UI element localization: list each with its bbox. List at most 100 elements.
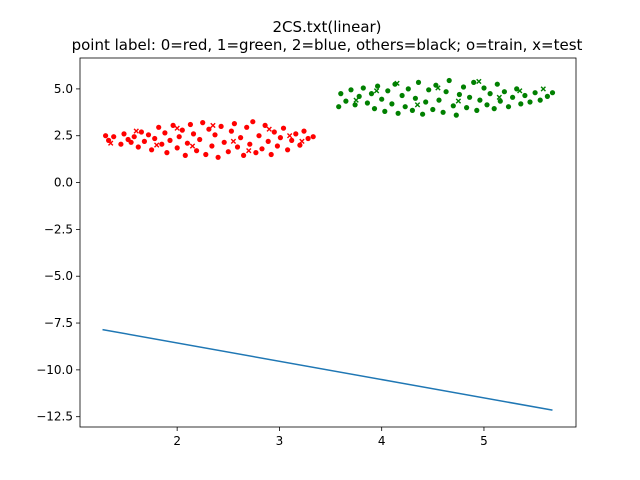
test-point-class-0 <box>174 125 180 131</box>
test-point-class-0 <box>230 138 237 145</box>
train-point-class-0 <box>297 142 303 148</box>
train-point-class-1 <box>549 90 556 96</box>
train-point-class-1 <box>464 105 470 111</box>
train-point-class-0 <box>131 134 137 140</box>
train-point-class-1 <box>501 89 507 95</box>
train-point-class-0 <box>167 137 173 143</box>
train-point-class-1 <box>352 102 358 108</box>
train-point-class-0 <box>145 132 152 138</box>
train-point-class-1 <box>456 91 462 98</box>
train-point-class-1 <box>460 84 467 90</box>
train-point-class-0 <box>206 126 212 132</box>
train-point-class-0 <box>203 151 209 158</box>
test-point-class-0 <box>246 148 252 154</box>
y-tick-label: 5.0 <box>54 82 73 96</box>
test-point-class-0 <box>286 133 293 139</box>
x-tick-label: 3 <box>276 434 284 448</box>
y-tick-label: −7.5 <box>44 316 73 330</box>
y-tick-label: 2.5 <box>54 129 73 143</box>
train-point-class-0 <box>141 138 147 144</box>
train-point-class-1 <box>453 112 459 118</box>
train-point-class-1 <box>471 79 477 85</box>
train-point-class-1 <box>382 108 388 114</box>
train-point-class-1 <box>505 104 512 110</box>
test-point-class-1 <box>540 86 546 92</box>
test-point-class-0 <box>154 142 160 148</box>
train-point-class-1 <box>364 100 370 106</box>
test-point-class-1 <box>353 97 359 103</box>
test-point-class-1 <box>476 78 482 85</box>
train-point-class-1 <box>537 97 543 103</box>
train-point-class-1 <box>544 93 551 99</box>
train-point-class-0 <box>268 151 274 158</box>
train-point-class-0 <box>164 150 170 156</box>
train-point-class-0 <box>184 140 190 146</box>
train-point-class-0 <box>197 136 203 143</box>
test-point-class-0 <box>299 138 305 145</box>
train-point-class-1 <box>409 107 415 113</box>
plot-area <box>102 77 556 411</box>
train-point-class-1 <box>336 104 342 110</box>
train-point-class-1 <box>338 91 344 97</box>
x-tick-label: 5 <box>480 434 488 448</box>
train-point-class-0 <box>225 149 231 155</box>
train-point-class-1 <box>399 92 405 99</box>
train-point-class-1 <box>420 111 426 117</box>
train-point-class-1 <box>481 85 487 91</box>
train-point-class-0 <box>262 122 268 128</box>
chart-subtitle: point label: 0=red, 1=green, 2=blue, oth… <box>72 36 583 54</box>
train-point-class-0 <box>274 143 280 149</box>
train-point-class-1 <box>443 89 449 95</box>
y-tick-label: 0.0 <box>54 176 73 190</box>
train-point-class-0 <box>121 131 127 137</box>
train-point-class-0 <box>200 120 206 126</box>
train-point-class-0 <box>128 139 134 145</box>
test-point-class-1 <box>414 102 421 108</box>
train-point-class-0 <box>271 129 277 135</box>
test-point-class-1 <box>455 98 462 104</box>
train-point-class-0 <box>310 134 316 140</box>
train-point-class-1 <box>402 104 408 110</box>
train-point-class-0 <box>277 135 283 141</box>
train-point-class-1 <box>405 86 411 92</box>
train-point-class-0 <box>194 148 200 154</box>
train-point-class-1 <box>509 94 516 100</box>
train-point-class-1 <box>371 106 378 112</box>
train-point-class-1 <box>484 102 490 108</box>
train-point-class-1 <box>423 99 429 105</box>
train-point-class-1 <box>375 83 381 89</box>
train-point-class-1 <box>395 110 401 116</box>
train-point-class-1 <box>389 101 395 107</box>
train-point-class-1 <box>527 99 533 105</box>
test-point-class-0 <box>266 126 272 132</box>
plot-frame <box>79 57 577 428</box>
train-point-class-1 <box>343 98 349 104</box>
y-tick-label: −5.0 <box>44 269 73 283</box>
train-point-class-1 <box>415 79 422 85</box>
test-point-class-0 <box>133 128 139 134</box>
test-point-class-0 <box>107 140 114 146</box>
y-tick-label: −10.0 <box>36 363 73 377</box>
train-point-class-0 <box>234 144 241 150</box>
test-point-class-1 <box>373 88 380 94</box>
train-point-class-0 <box>152 135 158 142</box>
axes: 2 3 4 5 5.0 2.5 0.0 −2.5 −5.0 −7.5 −10.0 −12.5 <box>36 57 577 448</box>
train-point-class-0 <box>179 127 185 133</box>
train-point-class-0 <box>244 124 250 130</box>
train-point-class-0 <box>182 152 188 158</box>
train-point-class-0 <box>238 135 244 141</box>
train-point-class-1 <box>532 90 538 96</box>
train-point-class-1 <box>494 81 500 87</box>
train-point-class-1 <box>474 107 480 113</box>
test-point-class-1 <box>435 85 441 91</box>
train-point-class-1 <box>450 103 456 109</box>
train-point-class-0 <box>293 131 299 137</box>
train-point-class-0 <box>265 138 271 144</box>
train-point-class-1 <box>522 92 528 99</box>
x-tick-label: 2 <box>173 434 181 448</box>
train-point-class-0 <box>170 122 176 128</box>
train-point-class-1 <box>514 86 520 92</box>
train-point-class-1 <box>348 87 354 93</box>
x-tick-label: 4 <box>378 434 386 448</box>
test-point-class-1 <box>394 80 400 86</box>
